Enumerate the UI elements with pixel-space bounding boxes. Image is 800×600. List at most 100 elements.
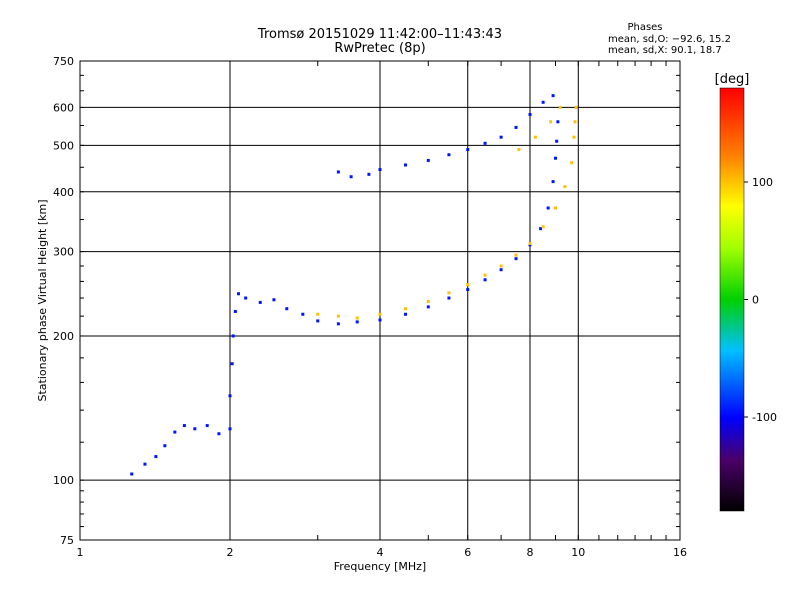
data-point [230, 362, 234, 366]
y-tick-label: 300 [53, 246, 74, 259]
data-point [556, 120, 560, 124]
colorbar-tick-label: 100 [752, 176, 773, 189]
data-point [541, 225, 545, 229]
data-point [228, 427, 232, 431]
phases-x-stats: mean, sd,X: 90.1, 18.7 [608, 45, 722, 56]
data-point [426, 305, 430, 309]
x-tick-label: 8 [527, 546, 534, 559]
data-point [555, 139, 559, 143]
data-point [499, 264, 503, 268]
data-point [272, 298, 276, 302]
data-point [173, 430, 177, 434]
data-point [447, 153, 451, 157]
colorbar-label: [deg] [715, 72, 750, 87]
data-point [528, 112, 532, 116]
data-point [447, 296, 451, 300]
data-point [316, 319, 320, 323]
data-point [466, 283, 470, 287]
x-tick-label: 6 [464, 546, 471, 559]
data-point [572, 135, 576, 139]
data-point [367, 172, 371, 176]
data-point [447, 291, 451, 295]
y-tick-label: 200 [53, 330, 74, 343]
data-point [499, 268, 503, 272]
data-point [514, 253, 518, 257]
data-point [336, 322, 340, 326]
x-tick-label: 16 [673, 546, 687, 559]
axis-ticks: 1 2 4 6 8 10 16 75 100 200 300 400 500 600 750 [53, 55, 687, 559]
data-point [285, 307, 289, 311]
data-point [130, 472, 134, 476]
data-point [551, 94, 555, 98]
data-point [570, 161, 574, 165]
y-tick-label: 400 [53, 186, 74, 199]
y-axis-label: Stationary phase Virtual Height [km] [36, 199, 49, 401]
x-tick-label: 4 [377, 546, 384, 559]
data-point [403, 163, 407, 167]
data-point [258, 300, 262, 304]
data-point [563, 185, 567, 189]
data-point [154, 455, 158, 459]
data-point [217, 432, 221, 436]
x-axis-label: Frequency [MHz] [334, 560, 426, 573]
data-point [558, 105, 562, 109]
data-point [205, 424, 209, 428]
y-tick-label: 750 [53, 55, 74, 68]
data-point [514, 125, 518, 129]
data-point [349, 175, 353, 179]
data-point [546, 206, 550, 210]
data-point [549, 120, 553, 124]
data-point [466, 148, 470, 152]
colorbar-ticks: -100 0 100 [744, 176, 777, 424]
data-point [553, 156, 557, 160]
data-point [163, 444, 167, 448]
phases-o-stats: mean, sd,O: −92.6, 15.2 [608, 34, 731, 45]
y-tick-label: 75 [60, 534, 74, 547]
y-tick-label: 100 [53, 474, 74, 487]
data-point [378, 168, 382, 172]
data-point [553, 206, 557, 210]
data-point [426, 300, 430, 304]
x-tick-label: 2 [227, 546, 234, 559]
chart-title: Tromsø 20151029 11:42:00–11:43:43 [257, 27, 503, 42]
data-point [426, 158, 430, 162]
data-point [143, 462, 147, 466]
data-point [355, 316, 359, 320]
data-point [539, 227, 543, 231]
data-point [316, 312, 320, 316]
colorbar-tick-label: -100 [752, 411, 777, 424]
data-point [403, 312, 407, 316]
data-point [336, 314, 340, 318]
data-point [541, 100, 545, 104]
data-point [336, 170, 340, 174]
data-point [233, 309, 237, 313]
data-point [573, 120, 577, 124]
chart-subtitle: RwPretec (8p) [334, 41, 426, 56]
phases-heading: Phases [627, 22, 663, 33]
data-point [533, 135, 537, 139]
data-point [182, 424, 186, 428]
data-point [528, 241, 532, 245]
data-point [301, 312, 305, 316]
data-point [499, 135, 503, 139]
data-point [514, 257, 518, 261]
x-tick-label: 1 [77, 546, 84, 559]
data-point [236, 292, 240, 296]
data-point [466, 288, 470, 292]
data-point [378, 318, 382, 322]
y-tick-label: 500 [53, 139, 74, 152]
data-point [244, 296, 248, 300]
data-point [483, 278, 487, 282]
data-point [517, 148, 521, 152]
y-tick-label: 600 [53, 101, 74, 114]
data-points [130, 94, 578, 476]
data-point [193, 427, 197, 431]
data-point [551, 180, 555, 184]
data-point [574, 105, 578, 109]
data-point [355, 320, 359, 324]
grid-lines [80, 61, 680, 540]
phase-colorbar [719, 87, 745, 512]
data-point [483, 141, 487, 145]
x-tick-label: 10 [571, 546, 585, 559]
